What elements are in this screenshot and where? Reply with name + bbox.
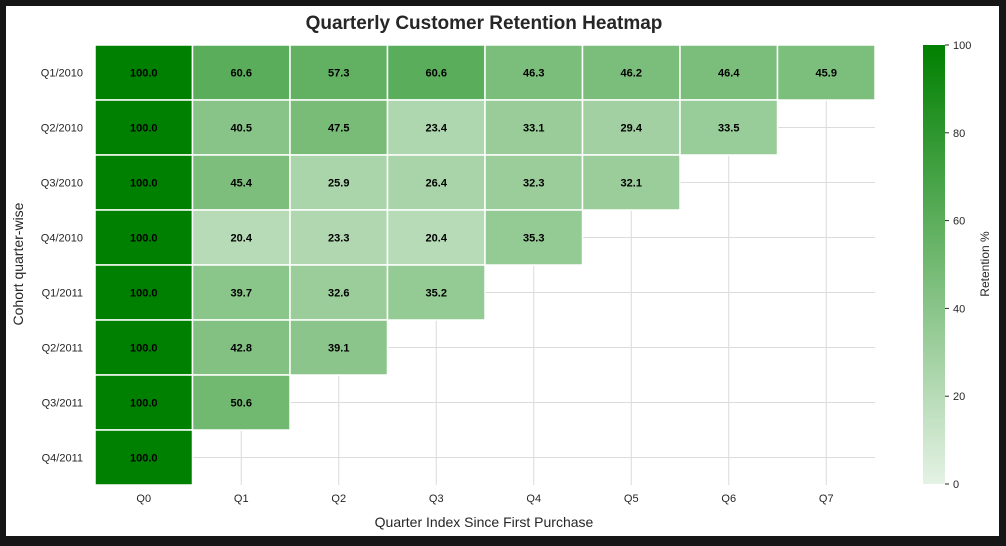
colorbar-tick-label: 60 [953,216,965,228]
cell-value-label: 29.4 [621,123,643,135]
heatmap-cell [679,44,779,101]
cell-value-label: 39.7 [231,288,252,300]
colorbar-tick-label: 40 [953,303,965,315]
cell-value-label: 20.4 [426,233,448,245]
cell-value-label: 100.0 [130,398,158,410]
colorbar-tick-label: 80 [953,128,965,140]
cell-value-label: 32.3 [523,178,544,190]
cell-value-label: 46.2 [621,68,642,80]
cell-value-label: 100.0 [130,233,158,245]
x-tick-label: Q6 [721,493,736,505]
cell-value-label: 26.4 [426,178,448,190]
cell-labels: 100.0 60.6 57.3 60.6 46.3 46.2 46.4 45.9 100.0 40… [130,68,837,465]
colorbar-tick-label: 100 [953,40,971,52]
x-tick-label: Q4 [526,493,541,505]
chart-frame: Quarterly Customer Retention Heatmap 100… [6,6,999,536]
cell-value-label: 23.4 [426,123,448,135]
x-tick-label: Q0 [136,493,151,505]
colorbar-ticks: 0 20 40 60 80 100 [945,40,971,491]
cell-value-label: 40.5 [231,123,252,135]
cell-value-label: 100.0 [130,123,158,135]
y-tick-label: Q3/2011 [42,398,83,410]
cell-value-label: 25.9 [328,178,349,190]
cell-value-label: 33.5 [718,123,739,135]
cell-value-label: 100.0 [130,178,158,190]
heatmap-cell [191,209,291,266]
cell-value-label: 20.4 [231,233,253,245]
x-tick-label: Q2 [331,493,346,505]
y-tick-label: Q1/2011 [42,288,83,300]
heatmap-cell [581,44,681,101]
cell-value-label: 35.3 [523,233,544,245]
cell-value-label: 32.6 [328,288,349,300]
y-tick-label: Q4/2011 [42,453,83,465]
y-tick-label: Q3/2010 [41,178,83,190]
x-tick-label: Q3 [429,493,444,505]
heatmap-cell [94,99,194,156]
cell-value-label: 45.4 [231,178,253,190]
cell-value-label: 100.0 [130,68,158,80]
colorbar-label: Retention % [978,231,992,297]
cell-value-label: 39.1 [328,343,349,355]
cell-value-label: 100.0 [130,288,158,300]
x-axis-ticks: Q0 Q1 Q2 Q3 Q4 Q5 Q6 Q7 [136,493,833,505]
colorbar-tick-label: 20 [953,391,965,403]
heatmap-cell [386,154,486,211]
cell-value-label: 46.3 [523,68,544,80]
heatmap-cell [191,99,291,156]
heatmap-cell [94,154,194,211]
y-axis-ticks: Q1/2010 Q2/2010 Q3/2010 Q4/2010 Q1/2011 Q2/20… [41,68,83,465]
heatmap-cell [94,429,194,486]
cell-value-label: 100.0 [130,343,158,355]
cell-value-label: 23.3 [328,233,349,245]
heatmap-cell [191,264,291,321]
cell-value-label: 32.1 [621,178,642,190]
cell-value-label: 100.0 [130,453,158,465]
cell-value-label: 47.5 [328,123,349,135]
heatmap-cell [191,374,291,431]
y-tick-label: Q2/2010 [41,123,83,135]
heatmap-chart: Quarterly Customer Retention Heatmap 100… [10,13,992,530]
colorbar [923,45,945,484]
x-axis-label: Quarter Index Since First Purchase [375,514,594,530]
heatmap-cell [94,264,194,321]
heatmap-cell [679,99,779,156]
y-tick-label: Q4/2010 [41,233,83,245]
cell-value-label: 50.6 [231,398,252,410]
chart-title: Quarterly Customer Retention Heatmap [306,13,663,34]
heatmap-cell [289,154,389,211]
cell-value-label: 60.6 [426,68,447,80]
heatmap-cell [484,154,584,211]
y-axis-label: Cohort quarter-wise [10,202,26,325]
cell-value-label: 45.9 [816,68,837,80]
cell-value-label: 57.3 [328,68,349,80]
heatmap-cell [289,319,389,376]
cell-value-label: 35.2 [426,288,447,300]
heatmap-cell [581,154,681,211]
heatmap-cell [386,99,486,156]
x-tick-label: Q7 [819,493,834,505]
cell-value-label: 42.8 [231,343,252,355]
heatmap-cell [484,99,584,156]
heatmap-cell [581,99,681,156]
colorbar-tick-label: 0 [953,479,959,491]
heatmap-cell [386,264,486,321]
heatmap-cell [484,44,584,101]
x-tick-label: Q5 [624,493,639,505]
heatmap-cell [484,209,584,266]
cell-value-label: 46.4 [718,68,740,80]
heatmap-cells [94,44,876,486]
heatmap-cell [94,209,194,266]
x-tick-label: Q1 [234,493,249,505]
heatmap-cell [776,44,876,101]
cell-value-label: 33.1 [523,123,544,135]
y-tick-label: Q2/2011 [42,343,83,355]
heatmap-cell [289,99,389,156]
cell-value-label: 60.6 [231,68,252,80]
y-tick-label: Q1/2010 [41,68,83,80]
